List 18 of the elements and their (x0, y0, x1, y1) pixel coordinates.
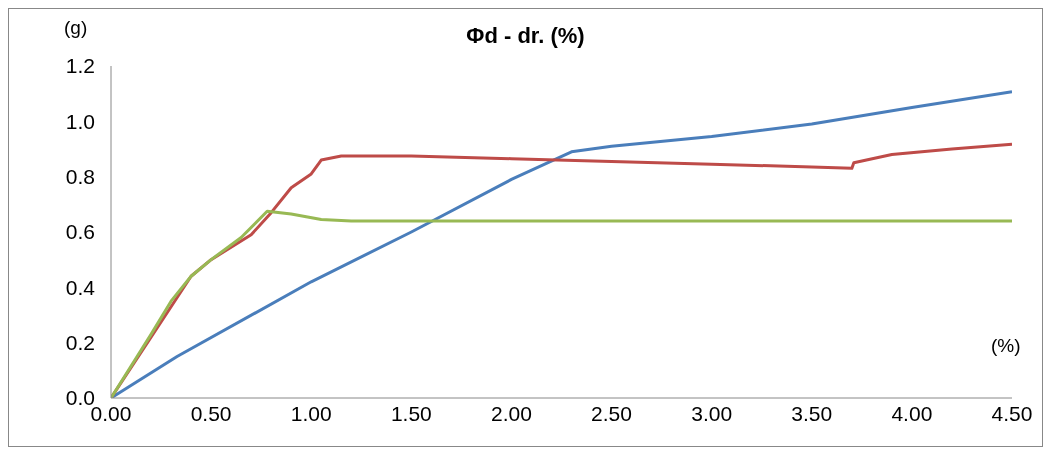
x-tick-label: 1.00 (290, 401, 332, 425)
x-tick-label: 2.00 (491, 401, 532, 425)
x-tick-label: 2.50 (591, 401, 632, 425)
x-tick-label: 3.50 (791, 401, 833, 425)
y-tick-label: 0.4 (65, 275, 96, 299)
x-tick-label: 1.50 (390, 401, 432, 425)
chart-title: Φd - dr. (%) (466, 23, 585, 48)
x-tick-label: 4.00 (891, 401, 933, 425)
y-tick-label: 0.6 (65, 220, 95, 244)
x-tick-label: 4.50 (991, 401, 1033, 425)
y-tick-label: 1.2 (65, 54, 95, 78)
x-tick-label: 3.00 (691, 401, 733, 425)
x-tick-label: 0.50 (190, 401, 232, 425)
y-tick-label: 0.8 (65, 165, 95, 189)
y-tick-label: 1.0 (65, 109, 95, 133)
x-axis-title: (%) (991, 335, 1021, 357)
y-tick-label: 0.2 (65, 331, 95, 355)
y-axis-title: (g) (64, 17, 88, 39)
